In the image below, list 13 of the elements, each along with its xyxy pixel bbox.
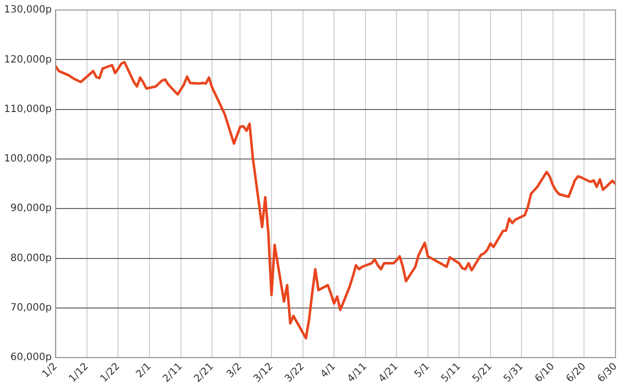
y-tick-label: 110,000p [4,104,52,115]
y-tick-label: 90,000p [10,203,52,214]
x-tick-label: 2/1 [134,361,154,380]
x-tick-label: 3/2 [225,361,244,380]
y-tick-label: 130,000p [4,4,52,16]
x-tick-label: 5/1 [412,361,432,380]
y-tick-label: 70,000p [10,302,52,314]
y-tick-label: 80,000p [10,252,52,264]
x-tick-label: 4/1 [318,361,338,380]
y-tick-label: 60,000p [10,352,52,364]
y-tick-label: 120,000p [4,54,52,66]
y-tick-label: 100,000p [4,154,52,165]
x-tick-label: 1/2 [40,361,60,380]
